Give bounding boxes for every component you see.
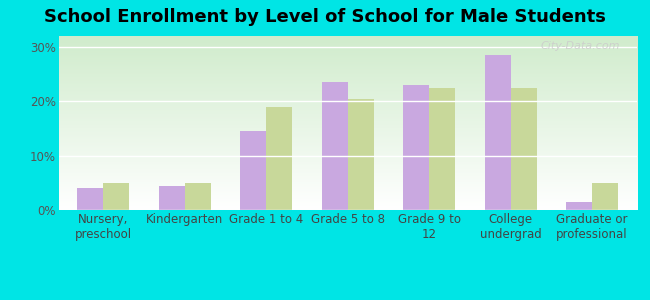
Bar [566, 202, 592, 210]
Bar [266, 107, 292, 210]
Bar [322, 82, 348, 210]
Bar [511, 88, 537, 210]
Bar [103, 183, 129, 210]
Bar [592, 183, 618, 210]
Bar [185, 183, 211, 210]
Text: City-Data.com: City-Data.com [540, 41, 619, 51]
Bar [348, 98, 374, 210]
Bar [159, 185, 185, 210]
Bar [429, 88, 455, 210]
Bar [485, 55, 511, 210]
Bar [77, 188, 103, 210]
Bar [240, 131, 266, 210]
Bar [403, 85, 429, 210]
Text: School Enrollment by Level of School for Male Students: School Enrollment by Level of School for… [44, 8, 606, 26]
